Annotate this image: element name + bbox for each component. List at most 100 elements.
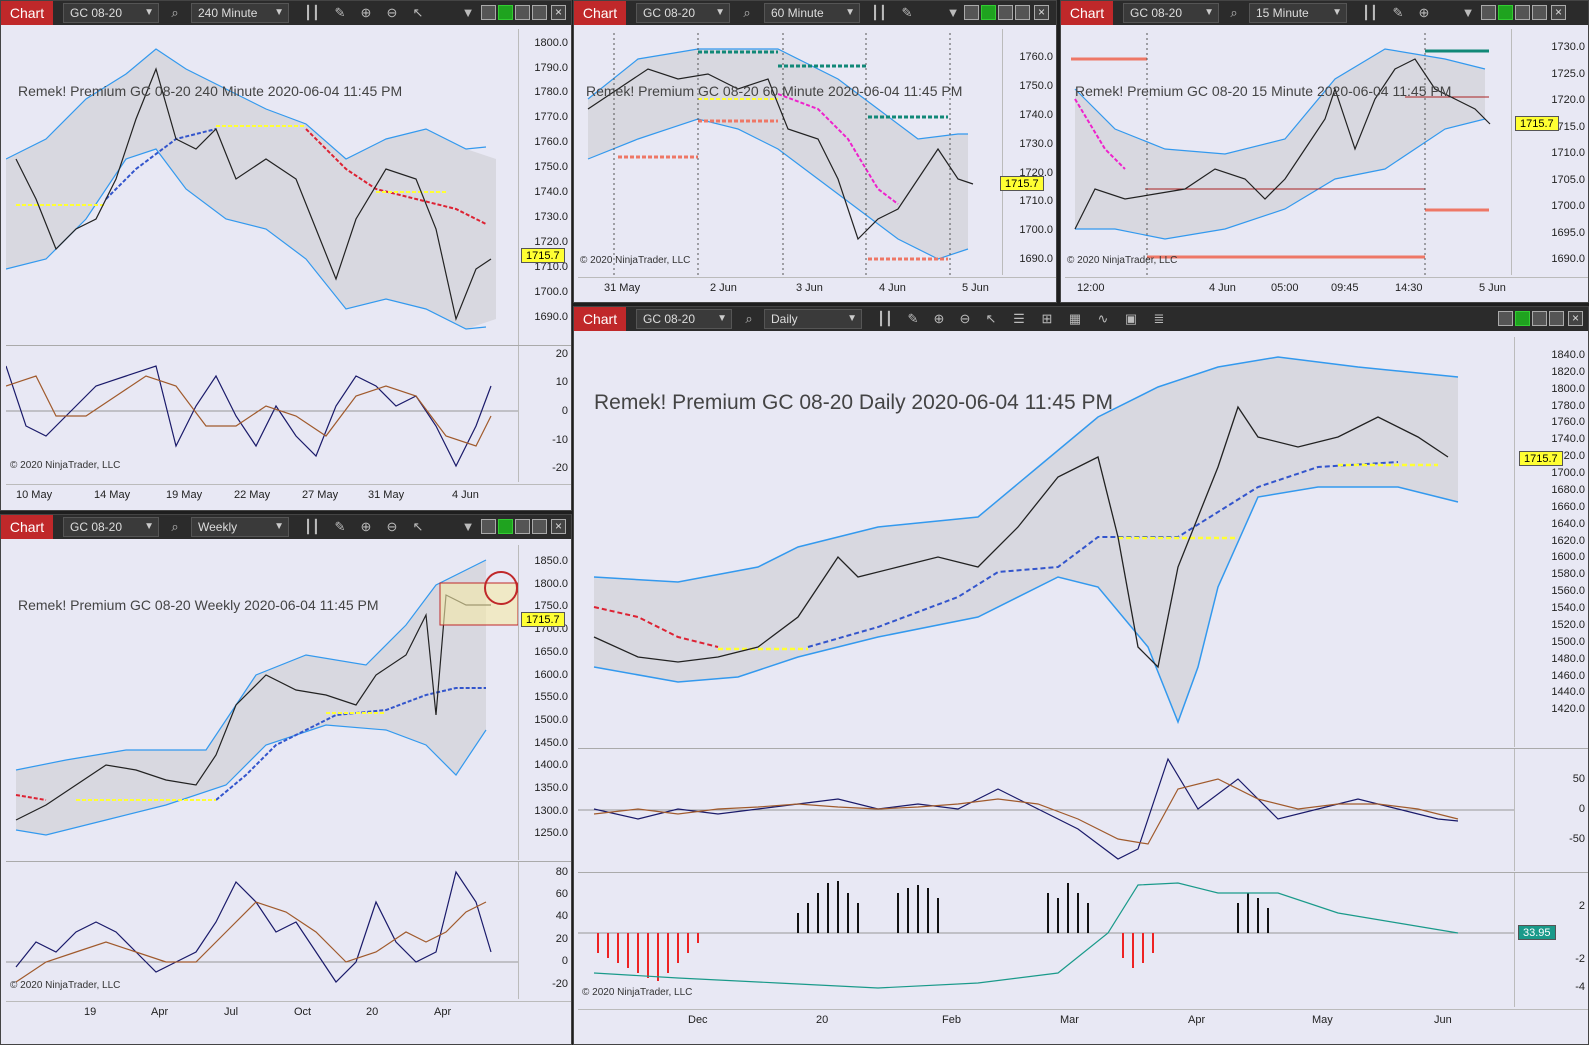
draw-tool-icon[interactable]: ✎ [907,311,919,326]
chevron-down-icon[interactable]: ▼ [461,519,475,534]
cursor-icon[interactable]: ↖ [412,5,424,20]
close-icon[interactable]: × [1568,311,1583,326]
link-button[interactable] [1515,311,1530,326]
chevron-down-icon[interactable]: ▼ [461,5,475,20]
chart-tab[interactable]: Chart [574,307,626,331]
window-button[interactable] [1498,311,1513,326]
y-tick: 1760.0 [534,136,568,148]
search-icon[interactable]: ⌕ [171,519,179,534]
chart-tab[interactable]: Chart [1061,1,1113,25]
price-axis: 1850.0 1800.0 1750.0 1700.0 1650.0 1600.… [518,545,571,860]
properties-icon[interactable]: ☰ [1013,311,1025,326]
maximize-button[interactable] [1015,5,1030,20]
window-button[interactable] [481,5,496,20]
price-panel[interactable]: Remek! Premium GC 08-20 60 Minute 2020-0… [578,29,1002,275]
bar-type-icon[interactable]: ┃┃ [1362,5,1378,20]
search-icon[interactable]: ⌕ [743,5,751,20]
zoom-out-icon[interactable]: ⊖ [959,311,971,326]
bar-type-icon[interactable]: ┃┃ [877,311,893,326]
indicators-icon[interactable]: ∿ [1097,311,1109,326]
link-button[interactable] [1498,5,1513,20]
draw-tool-icon[interactable]: ✎ [901,5,913,20]
instrument-select[interactable]: GC 08-20 ▼ [636,309,732,329]
chart-window-60min: Chart GC 08-20 ▼ ⌕ 60 Minute ▼ ┃┃ ✎ ▼ × [573,0,1057,303]
zoom-out-icon[interactable]: ⊖ [386,5,398,20]
chevron-down-icon[interactable]: ▼ [946,5,960,20]
bar-type-icon[interactable]: ┃┃ [304,519,320,534]
zoom-in-icon[interactable]: ⊕ [933,311,945,326]
chart-tab[interactable]: Chart [1,515,53,539]
price-axis: 1730.0 1725.0 1720.0 1715.0 1710.0 1705.… [1511,29,1588,275]
bar-type-icon[interactable]: ┃┃ [871,5,887,20]
minimize-button[interactable] [515,5,530,20]
histogram-panel[interactable]: © 2020 NinjaTrader, LLC [578,873,1514,1007]
maximize-button[interactable] [532,519,547,534]
minimize-button[interactable] [998,5,1013,20]
layout-icon[interactable]: ⊞ [1041,311,1053,326]
x-tick: 4 Jun [879,282,906,294]
minimize-button[interactable] [1532,311,1547,326]
chart-window-daily: Chart GC 08-20 ▼ ⌕ Daily ▼ ┃┃ ✎ ⊕ ⊖ ↖ ☰ ⊞ … [573,306,1589,1045]
instrument-select[interactable]: GC 08-20 ▼ [636,3,730,23]
panel-separator[interactable] [578,748,1588,749]
close-icon[interactable]: × [1551,5,1566,20]
window-button[interactable] [1481,5,1496,20]
zoom-in-icon[interactable]: ⊕ [1418,5,1430,20]
last-price-marker: 1715.7 [521,248,565,263]
close-icon[interactable]: × [1034,5,1049,20]
maximize-button[interactable] [1549,311,1564,326]
link-button[interactable] [981,5,996,20]
draw-tool-icon[interactable]: ✎ [334,519,346,534]
y-tick: 1690.0 [1019,253,1053,265]
link-button[interactable] [498,519,513,534]
period-select[interactable]: 60 Minute ▼ [764,3,860,23]
zoom-out-icon[interactable]: ⊖ [386,519,398,534]
minimize-button[interactable] [515,519,530,534]
search-icon[interactable]: ⌕ [171,5,179,20]
period-select[interactable]: Daily ▼ [764,309,862,329]
window-button[interactable] [481,519,496,534]
price-panel[interactable]: Remek! Premium GC 08-20 Daily 2020-06-04… [578,337,1514,747]
minimize-button[interactable] [1515,5,1530,20]
period-select[interactable]: Weekly ▼ [191,517,289,537]
panel-separator[interactable] [6,345,571,346]
zoom-in-icon[interactable]: ⊕ [360,519,372,534]
link-button[interactable] [498,5,513,20]
y-tick: 1500.0 [1551,636,1585,648]
y-tick: -4 [1575,981,1585,993]
search-icon[interactable]: ⌕ [745,311,753,326]
instrument-select[interactable]: GC 08-20 ▼ [63,517,159,537]
maximize-button[interactable] [532,5,547,20]
instrument-select[interactable]: GC 08-20 ▼ [1123,3,1219,23]
draw-tool-icon[interactable]: ✎ [1392,5,1404,20]
bar-type-icon[interactable]: ┃┃ [304,5,320,20]
period-select[interactable]: 240 Minute ▼ [191,3,289,23]
close-icon[interactable]: × [551,5,566,20]
draw-tool-icon[interactable]: ✎ [334,5,346,20]
cursor-icon[interactable]: ↖ [985,311,997,326]
maximize-button[interactable] [1532,5,1547,20]
panel-separator[interactable] [6,861,571,862]
strategies-icon[interactable]: ▣ [1124,311,1138,326]
last-price-marker: 1715.7 [521,612,565,627]
zoom-in-icon[interactable]: ⊕ [360,5,372,20]
last-price-marker: 1715.7 [1000,176,1044,191]
window-button[interactable] [964,5,979,20]
close-icon[interactable]: × [551,519,566,534]
oscillator-panel[interactable]: © 2020 NinjaTrader, LLC [6,862,518,999]
price-panel[interactable]: Remek! Premium GC 08-20 Weekly 2020-06-0… [6,545,519,860]
period-select[interactable]: 15 Minute ▼ [1249,3,1347,23]
chart-tab[interactable]: Chart [1,1,53,25]
panel-separator[interactable] [578,872,1588,873]
price-panel[interactable]: Remek! Premium GC 08-20 15 Minute 2020-0… [1065,29,1511,275]
data-box-icon[interactable]: ▦ [1068,311,1082,326]
instrument-select[interactable]: GC 08-20 ▼ [63,3,159,23]
chevron-down-icon[interactable]: ▼ [1461,5,1475,20]
oscillator-panel[interactable]: © 2020 NinjaTrader, LLC [5,346,518,482]
price-panel[interactable]: Remek! Premium GC 08-20 240 Minute 2020-… [5,29,518,345]
oscillator-panel[interactable] [578,749,1514,871]
search-icon[interactable]: ⌕ [1230,5,1238,20]
list-icon[interactable]: ≣ [1153,311,1165,326]
chart-tab[interactable]: Chart [574,1,626,25]
cursor-icon[interactable]: ↖ [412,519,424,534]
